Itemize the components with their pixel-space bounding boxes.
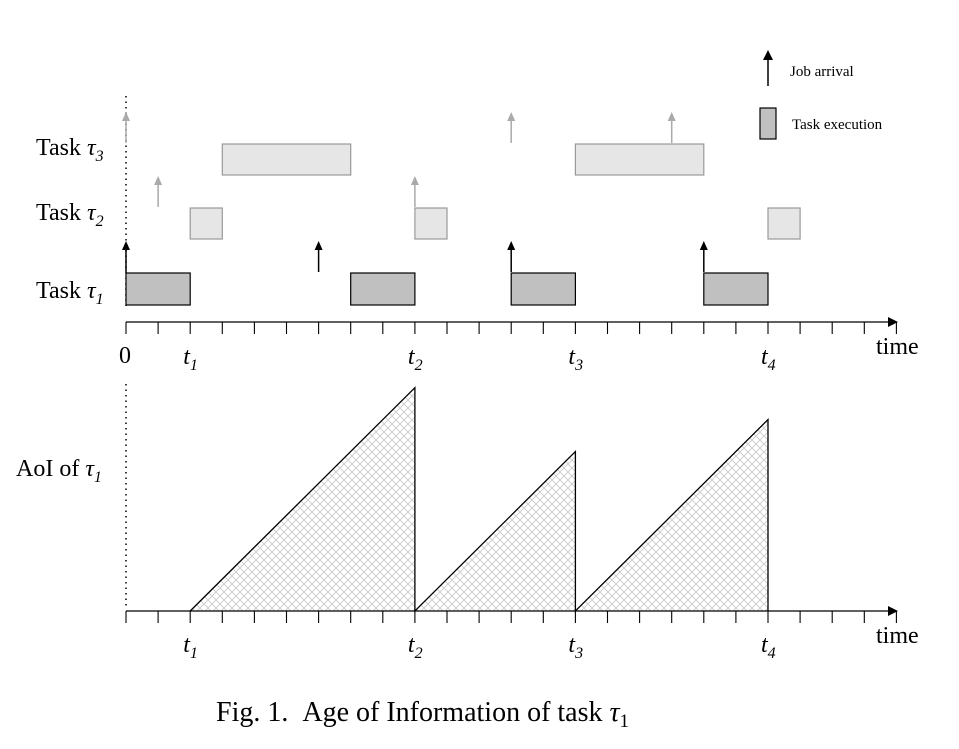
task-label-tau2: Task τ2: [36, 200, 104, 230]
task-label-tau1: Task τ1: [36, 278, 104, 308]
legend: Job arrival Task execution: [759, 50, 883, 140]
aoi-sawtooth: [189, 386, 769, 613]
time-marker-label: t1: [183, 632, 198, 662]
schedule-time-markers: t1 t2 t3 t4: [183, 344, 775, 374]
execution-block-tau1: [125, 272, 191, 306]
time-marker-label: t3: [568, 344, 583, 374]
job-arrival-arrow-tau2: [410, 176, 419, 207]
execution-block-tau1: [510, 272, 577, 306]
legend-arrival-label: Job arrival: [790, 64, 854, 80]
job-arrival-arrow-tau1: [699, 241, 708, 272]
execution-block-tau1: [703, 272, 769, 306]
time-marker-label: t2: [408, 632, 423, 662]
schedule: [122, 112, 801, 306]
aoi-ylabel: AoI of τ1: [16, 456, 102, 486]
execution-block-tau3: [574, 143, 705, 176]
execution-block-tau2: [767, 207, 801, 240]
time-marker-label: t4: [761, 344, 776, 374]
time-marker-label: t4: [761, 632, 776, 662]
job-arrival-arrow-tau1: [507, 241, 516, 272]
aoi-time-axis-label: time: [876, 623, 919, 649]
figure-caption: Fig. 1. Age of Information of task τ1: [216, 697, 629, 732]
legend-arrival-icon: [763, 50, 773, 86]
schedule-time-axis: [125, 317, 898, 334]
schedule-time-axis-label: time: [876, 334, 919, 360]
job-arrival-arrow-tau1: [122, 241, 130, 272]
time-marker-label: t2: [408, 344, 423, 374]
task-label-tau3: Task τ3: [36, 135, 104, 165]
execution-block-tau2: [414, 207, 448, 240]
aoi-time-axis: [125, 606, 898, 623]
time-marker-label: t1: [183, 344, 198, 374]
job-arrival-arrow-tau3: [667, 112, 676, 143]
execution-block-tau3: [221, 143, 352, 176]
execution-block-tau1: [350, 272, 416, 306]
legend-execution-icon: [759, 107, 777, 140]
job-arrival-arrow-tau2: [154, 176, 163, 207]
job-arrival-arrow-tau3: [122, 112, 130, 143]
schedule-origin-label: 0: [119, 343, 131, 369]
execution-block-tau2: [189, 207, 223, 240]
time-marker-label: t3: [568, 632, 583, 662]
job-arrival-arrow-tau1: [314, 241, 323, 272]
job-arrival-arrow-tau3: [507, 112, 516, 143]
aoi-time-markers: t1 t2 t3 t4: [183, 632, 775, 662]
aoi-line: [189, 386, 769, 613]
legend-execution-label: Task execution: [792, 117, 883, 133]
